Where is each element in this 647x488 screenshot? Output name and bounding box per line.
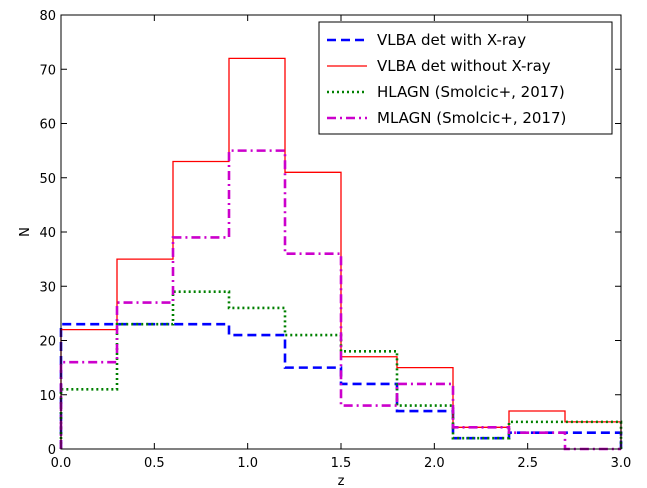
y-tick-label: 40 (39, 226, 56, 241)
x-tick-label: 2.0 (424, 456, 445, 471)
x-axis-label: z (338, 474, 345, 488)
y-tick-label: 30 (39, 280, 56, 295)
x-tick-label: 1.5 (331, 456, 352, 471)
series-marks (59, 57, 623, 451)
x-tick-label: 2.5 (517, 456, 538, 471)
y-tick-label: 20 (39, 335, 56, 350)
legend-label-3: HLAGN (Smolcic+, 2017) (377, 83, 565, 101)
y-tick-label: 80 (39, 9, 56, 24)
x-tick-label: 1.0 (237, 456, 258, 471)
x-tick-label: 0.5 (144, 456, 165, 471)
x-tick-label: 3.0 (611, 456, 632, 471)
legend: VLBA det with X-ray VLBA det without X-ra… (318, 21, 613, 135)
y-tick-label: 70 (39, 63, 56, 78)
y-tick-label: 10 (39, 389, 56, 404)
legend-label-4: MLAGN (Smolcic+, 2017) (377, 109, 566, 127)
y-tick-label: 60 (39, 118, 56, 133)
legend-label-1: VLBA det with X-ray (377, 31, 526, 49)
series-step-4 (59, 149, 621, 451)
x-tick-label: 0.0 (51, 456, 72, 471)
y-tick-label: 0 (48, 443, 56, 458)
y-tick-label: 50 (39, 172, 56, 187)
legend-label-2: VLBA det without X-ray (377, 57, 551, 75)
legend-box (318, 21, 613, 135)
y-axis-label: N (18, 227, 33, 237)
axis-ticks: 0.0 0.5 1.0 1.5 2.0 2.5 3.0 0 10 20 30 40 50 60 70 80 (39, 9, 631, 471)
